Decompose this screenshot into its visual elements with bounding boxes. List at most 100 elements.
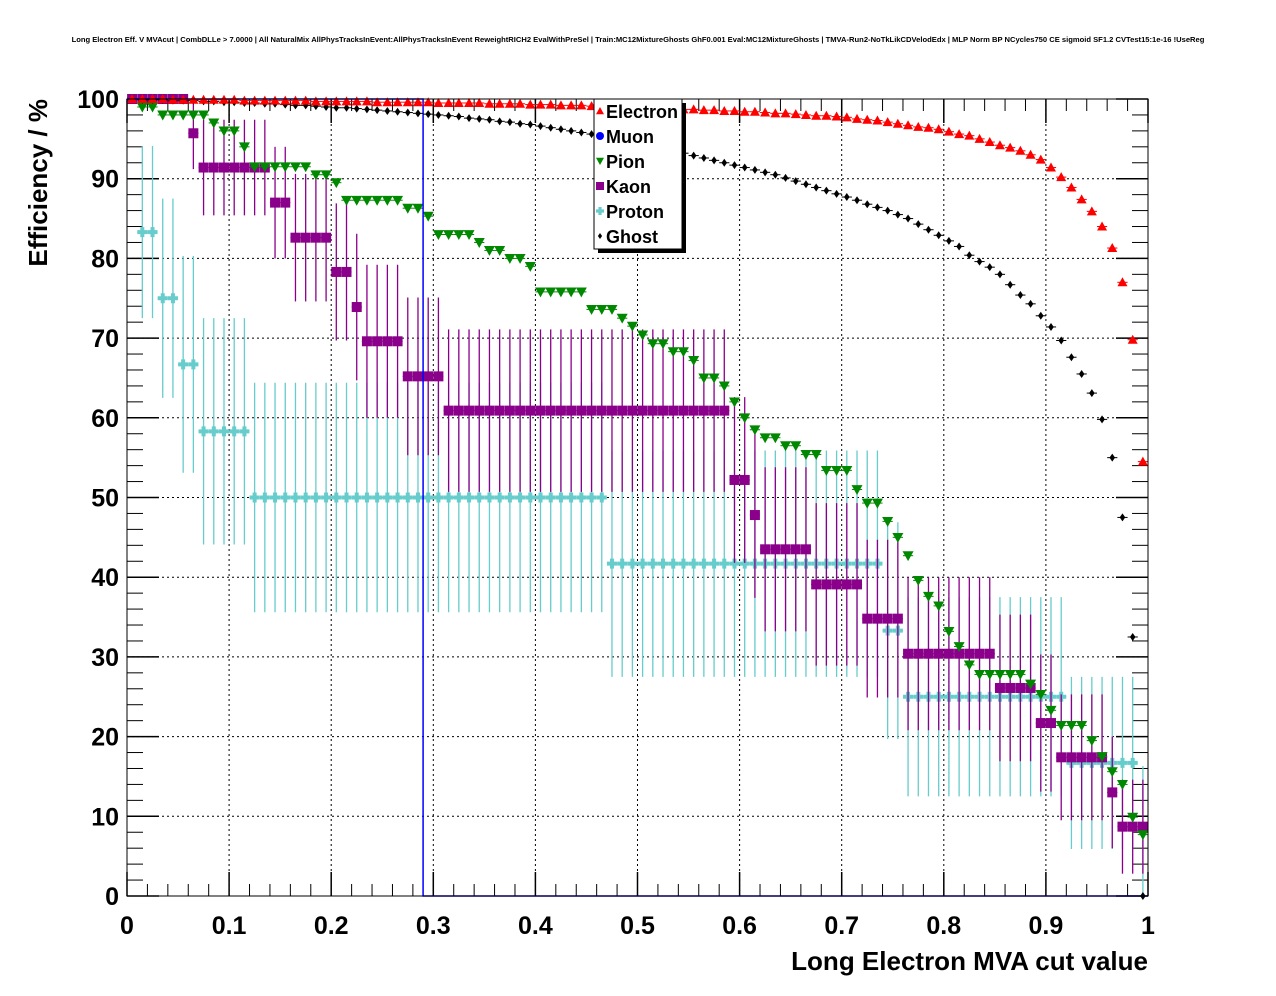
x-tick-label: 0.7 [824, 912, 859, 940]
data-point [576, 128, 587, 137]
marker [320, 170, 332, 181]
data-point [382, 106, 393, 115]
data-point [861, 498, 873, 509]
marker [404, 108, 411, 117]
data-point [1056, 694, 1067, 821]
data-point [892, 532, 904, 543]
marker [423, 492, 434, 503]
marker [852, 579, 863, 590]
data-point [800, 450, 812, 460]
data-point [535, 122, 546, 131]
data-point [1045, 654, 1057, 792]
marker [535, 405, 546, 416]
data-point [249, 95, 260, 105]
data-point [433, 297, 444, 456]
data-point [310, 173, 321, 302]
data-point [392, 107, 403, 116]
data-point [208, 119, 219, 216]
marker [259, 162, 271, 173]
marker [361, 96, 372, 106]
marker [494, 492, 505, 503]
data-point [851, 196, 863, 205]
marker [341, 266, 352, 277]
data-point [484, 115, 495, 124]
legend-box [593, 98, 683, 250]
marker [565, 287, 577, 298]
marker [658, 558, 669, 569]
data-point [933, 124, 944, 134]
data-point [943, 577, 955, 731]
data-point [800, 180, 812, 189]
data-point [872, 539, 883, 698]
data-point [208, 318, 219, 545]
marker [443, 492, 454, 503]
legend: Electron Muon Pion Kaon Proton Ghost [593, 98, 686, 253]
data-point [596, 305, 608, 315]
marker [780, 441, 792, 452]
marker [218, 426, 229, 437]
data-point [443, 329, 454, 492]
marker [606, 405, 617, 416]
data-point [811, 110, 822, 120]
marker [1068, 353, 1075, 362]
marker [954, 648, 965, 659]
marker [811, 579, 822, 590]
marker [678, 558, 689, 569]
marker [923, 122, 934, 132]
data-point [341, 382, 352, 613]
data-point [320, 170, 332, 181]
data-point [494, 329, 505, 492]
data-point [310, 96, 321, 106]
marker [473, 238, 485, 248]
marker [854, 196, 860, 205]
marker [759, 433, 771, 444]
marker [433, 492, 444, 503]
data-point [637, 330, 649, 341]
data-point [423, 110, 434, 119]
data-point [1107, 243, 1118, 253]
chart-title: Long Electron Eff. V MVAcut | CombDLLe >… [71, 35, 1205, 44]
data-point [331, 96, 342, 106]
marker [524, 261, 536, 272]
marker [596, 405, 607, 416]
data-point [463, 329, 475, 492]
data-point [862, 200, 873, 209]
marker [555, 492, 566, 503]
marker [188, 359, 199, 370]
marker [976, 257, 983, 266]
marker [351, 195, 363, 206]
marker [484, 98, 495, 108]
marker [484, 492, 495, 503]
marker [606, 558, 617, 569]
marker [892, 118, 903, 128]
marker [331, 96, 342, 106]
data-point [1065, 721, 1077, 731]
marker [861, 498, 873, 509]
marker [617, 405, 628, 416]
marker [874, 203, 881, 212]
data-point [289, 162, 301, 173]
marker [147, 102, 159, 113]
marker [443, 97, 454, 107]
legend-label: Muon [606, 127, 654, 147]
data-point [964, 251, 975, 260]
marker [803, 180, 809, 189]
marker [668, 558, 679, 569]
marker [566, 100, 577, 110]
marker [474, 405, 485, 416]
marker [935, 231, 942, 240]
data-point [871, 498, 883, 509]
data-point [821, 110, 832, 120]
marker [728, 397, 740, 408]
data-point [300, 382, 311, 613]
data-point [862, 114, 873, 124]
marker [1058, 336, 1065, 345]
data-point [504, 254, 516, 264]
data-point [392, 97, 403, 107]
data-point [331, 103, 342, 112]
data-point [361, 264, 373, 418]
marker [464, 405, 475, 416]
data-point [923, 577, 934, 731]
data-point [1107, 736, 1118, 849]
marker [321, 96, 332, 106]
